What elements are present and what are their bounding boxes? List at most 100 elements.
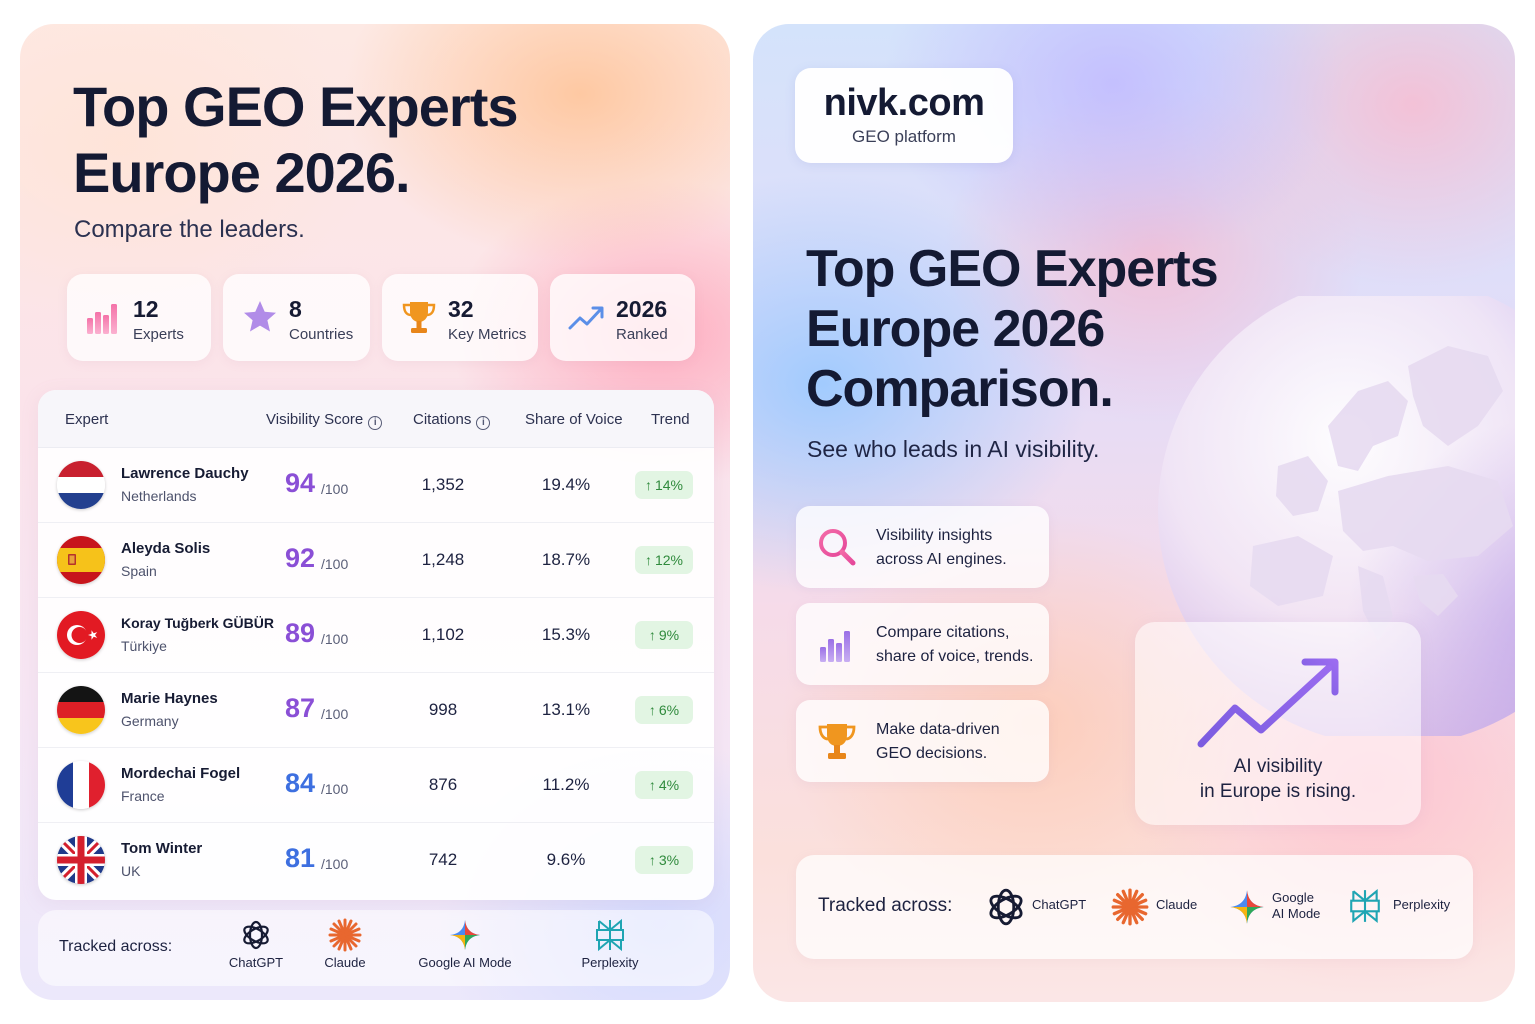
feature-text: GEO decisions. [876, 745, 988, 762]
visibility-rising-card: AI visibility in Europe is rising. [1135, 622, 1421, 825]
citations-value: 1,248 [421, 550, 465, 569]
table-row[interactable]: Aleyda Solis Spain 92 /100 1,248 18.7% ↑… [38, 523, 714, 598]
info-icon[interactable]: i [476, 416, 491, 430]
trophy-icon [818, 724, 856, 759]
citations-value: 1,352 [421, 475, 465, 494]
expert-name: Koray Tuğberk GÜBÜR [121, 615, 274, 631]
info-icon[interactable]: i [368, 416, 383, 430]
column-header-label: Visibility Score [266, 411, 364, 428]
claude-icon [1111, 888, 1149, 926]
feature-text: Visibility insights [876, 527, 993, 544]
tool-label: Claude [324, 955, 366, 970]
stat-value: 32 [448, 296, 474, 322]
turkey-flag [57, 611, 105, 659]
perplexity-icon [596, 918, 624, 952]
perplexity-icon [1350, 888, 1380, 924]
expert-country: Spain [121, 563, 157, 579]
tool-chatgpt: ChatGPT [206, 918, 306, 970]
table-row[interactable]: Lawrence Dauchy Netherlands 94 /100 1,35… [38, 448, 714, 523]
tracked-label: Tracked across: [59, 938, 173, 955]
visibility-score: 94 [285, 468, 316, 498]
bar-chart-icon [87, 304, 117, 334]
tool-label: Perplexity [1393, 897, 1451, 912]
stat-experts: 12 Experts [67, 274, 211, 361]
page-title: Top GEO Experts Europe 2026. [73, 74, 518, 206]
uk-flag [57, 836, 105, 884]
chatgpt-icon [989, 888, 1023, 926]
title-line-2: Europe 2026 [806, 300, 1105, 358]
tool-google-ai-mode: Google AI Mode [395, 918, 535, 970]
column-header-visibility[interactable]: Visibility Score i [266, 411, 383, 430]
google-ai-mode-icon [1230, 890, 1264, 924]
tool-label: Claude [1156, 897, 1198, 912]
table-row[interactable]: Koray Tuğberk GÜBÜR Türkiye 89 /100 1,10… [38, 598, 714, 673]
stat-value: 2026 [616, 296, 668, 322]
citations-value: 1,102 [421, 625, 465, 644]
trend-badge: ↑ 12% [635, 546, 693, 574]
column-header-citations[interactable]: Citations i [413, 411, 491, 430]
stat-countries: 8 Countries [223, 274, 370, 361]
share-of-voice-value: 15.3% [541, 625, 591, 644]
expert-name: Tom Winter [121, 840, 203, 857]
score-suffix: /100 [321, 481, 349, 497]
tracked-across-bar: Tracked across: ChatGPT Claude [38, 910, 714, 986]
trophy-icon [402, 302, 436, 333]
table-row[interactable]: Mordechai Fogel France 84 /100 876 11.2%… [38, 748, 714, 823]
page-subtitle: See who leads in AI visibility. [807, 436, 1100, 462]
table-row[interactable]: Tom Winter UK 81 /100 742 9.6% ↑ 3% [38, 823, 714, 898]
trend-badge: ↑ 4% [635, 771, 693, 799]
column-header-share-of-voice[interactable]: Share of Voice [525, 411, 623, 428]
stat-label: Key Metrics [448, 326, 527, 343]
trend-value: 4% [658, 777, 680, 793]
expert-name: Aleyda Solis [121, 540, 211, 557]
share-of-voice-value: 11.2% [542, 775, 590, 794]
share-of-voice-value: 18.7% [541, 550, 591, 569]
trend-badge: ↑ 9% [635, 621, 693, 649]
trend-up-icon [568, 306, 604, 330]
score-suffix: /100 [321, 706, 349, 722]
title-line-3: Comparison. [806, 360, 1114, 418]
column-header-expert[interactable]: Expert [65, 411, 109, 428]
expert-country: Türkiye [121, 638, 167, 654]
feature-text: share of voice, trends. [876, 648, 1034, 665]
tool-chatgpt: ChatGPT [984, 883, 1094, 931]
column-header-trend[interactable]: Trend [651, 411, 690, 428]
tool-label: Perplexity [581, 955, 639, 970]
chatgpt-icon [243, 920, 269, 950]
share-of-voice-value: 9.6% [546, 850, 586, 869]
brand-tagline: GEO platform [852, 127, 956, 146]
citations-value: 742 [428, 850, 458, 869]
expert-country: Germany [121, 713, 179, 729]
brand-logo[interactable]: nivk.com GEO platform [795, 68, 1013, 163]
tracked-across-bar: Tracked across: ChatGPT Claude [796, 855, 1473, 959]
arrow-up-icon: ↑ [648, 702, 656, 718]
tool-perplexity: Perplexity [1347, 883, 1457, 931]
stat-label: Countries [289, 326, 354, 343]
expert-name: Marie Haynes [121, 690, 218, 707]
visibility-score: 92 [285, 543, 316, 573]
tool-perplexity: Perplexity [565, 918, 655, 970]
citations-value: 998 [428, 700, 458, 719]
expert-country: Netherlands [121, 488, 197, 504]
table-row[interactable]: Marie Haynes Germany 87 /100 998 13.1% ↑… [38, 673, 714, 748]
column-header-label: Citations [413, 411, 472, 428]
table-header: Expert Visibility Score i Citations i Shar… [38, 390, 714, 448]
page-title: Top GEO Experts Europe 2026 Comparison. [806, 239, 1219, 419]
germany-flag [57, 686, 105, 734]
expert-name: Mordechai Fogel [121, 765, 241, 782]
tool-google-ai-mode: Google AI Mode [1228, 883, 1328, 931]
tool-claude: Claude [303, 918, 387, 970]
stat-value: 12 [133, 296, 159, 322]
score-suffix: /100 [321, 631, 349, 647]
score-suffix: /100 [321, 856, 349, 872]
citations-value: 876 [428, 775, 458, 794]
arrow-up-icon: ↑ [648, 627, 656, 643]
tool-label: ChatGPT [228, 955, 284, 970]
tool-label: ChatGPT [1032, 897, 1087, 912]
netherlands-flag [57, 461, 105, 509]
trend-value: 3% [658, 852, 680, 868]
arrow-up-icon: ↑ [648, 777, 656, 793]
feature-text: Make data-driven [876, 721, 1000, 738]
trend-value: 14% [654, 477, 684, 493]
visibility-score: 81 [285, 843, 316, 873]
